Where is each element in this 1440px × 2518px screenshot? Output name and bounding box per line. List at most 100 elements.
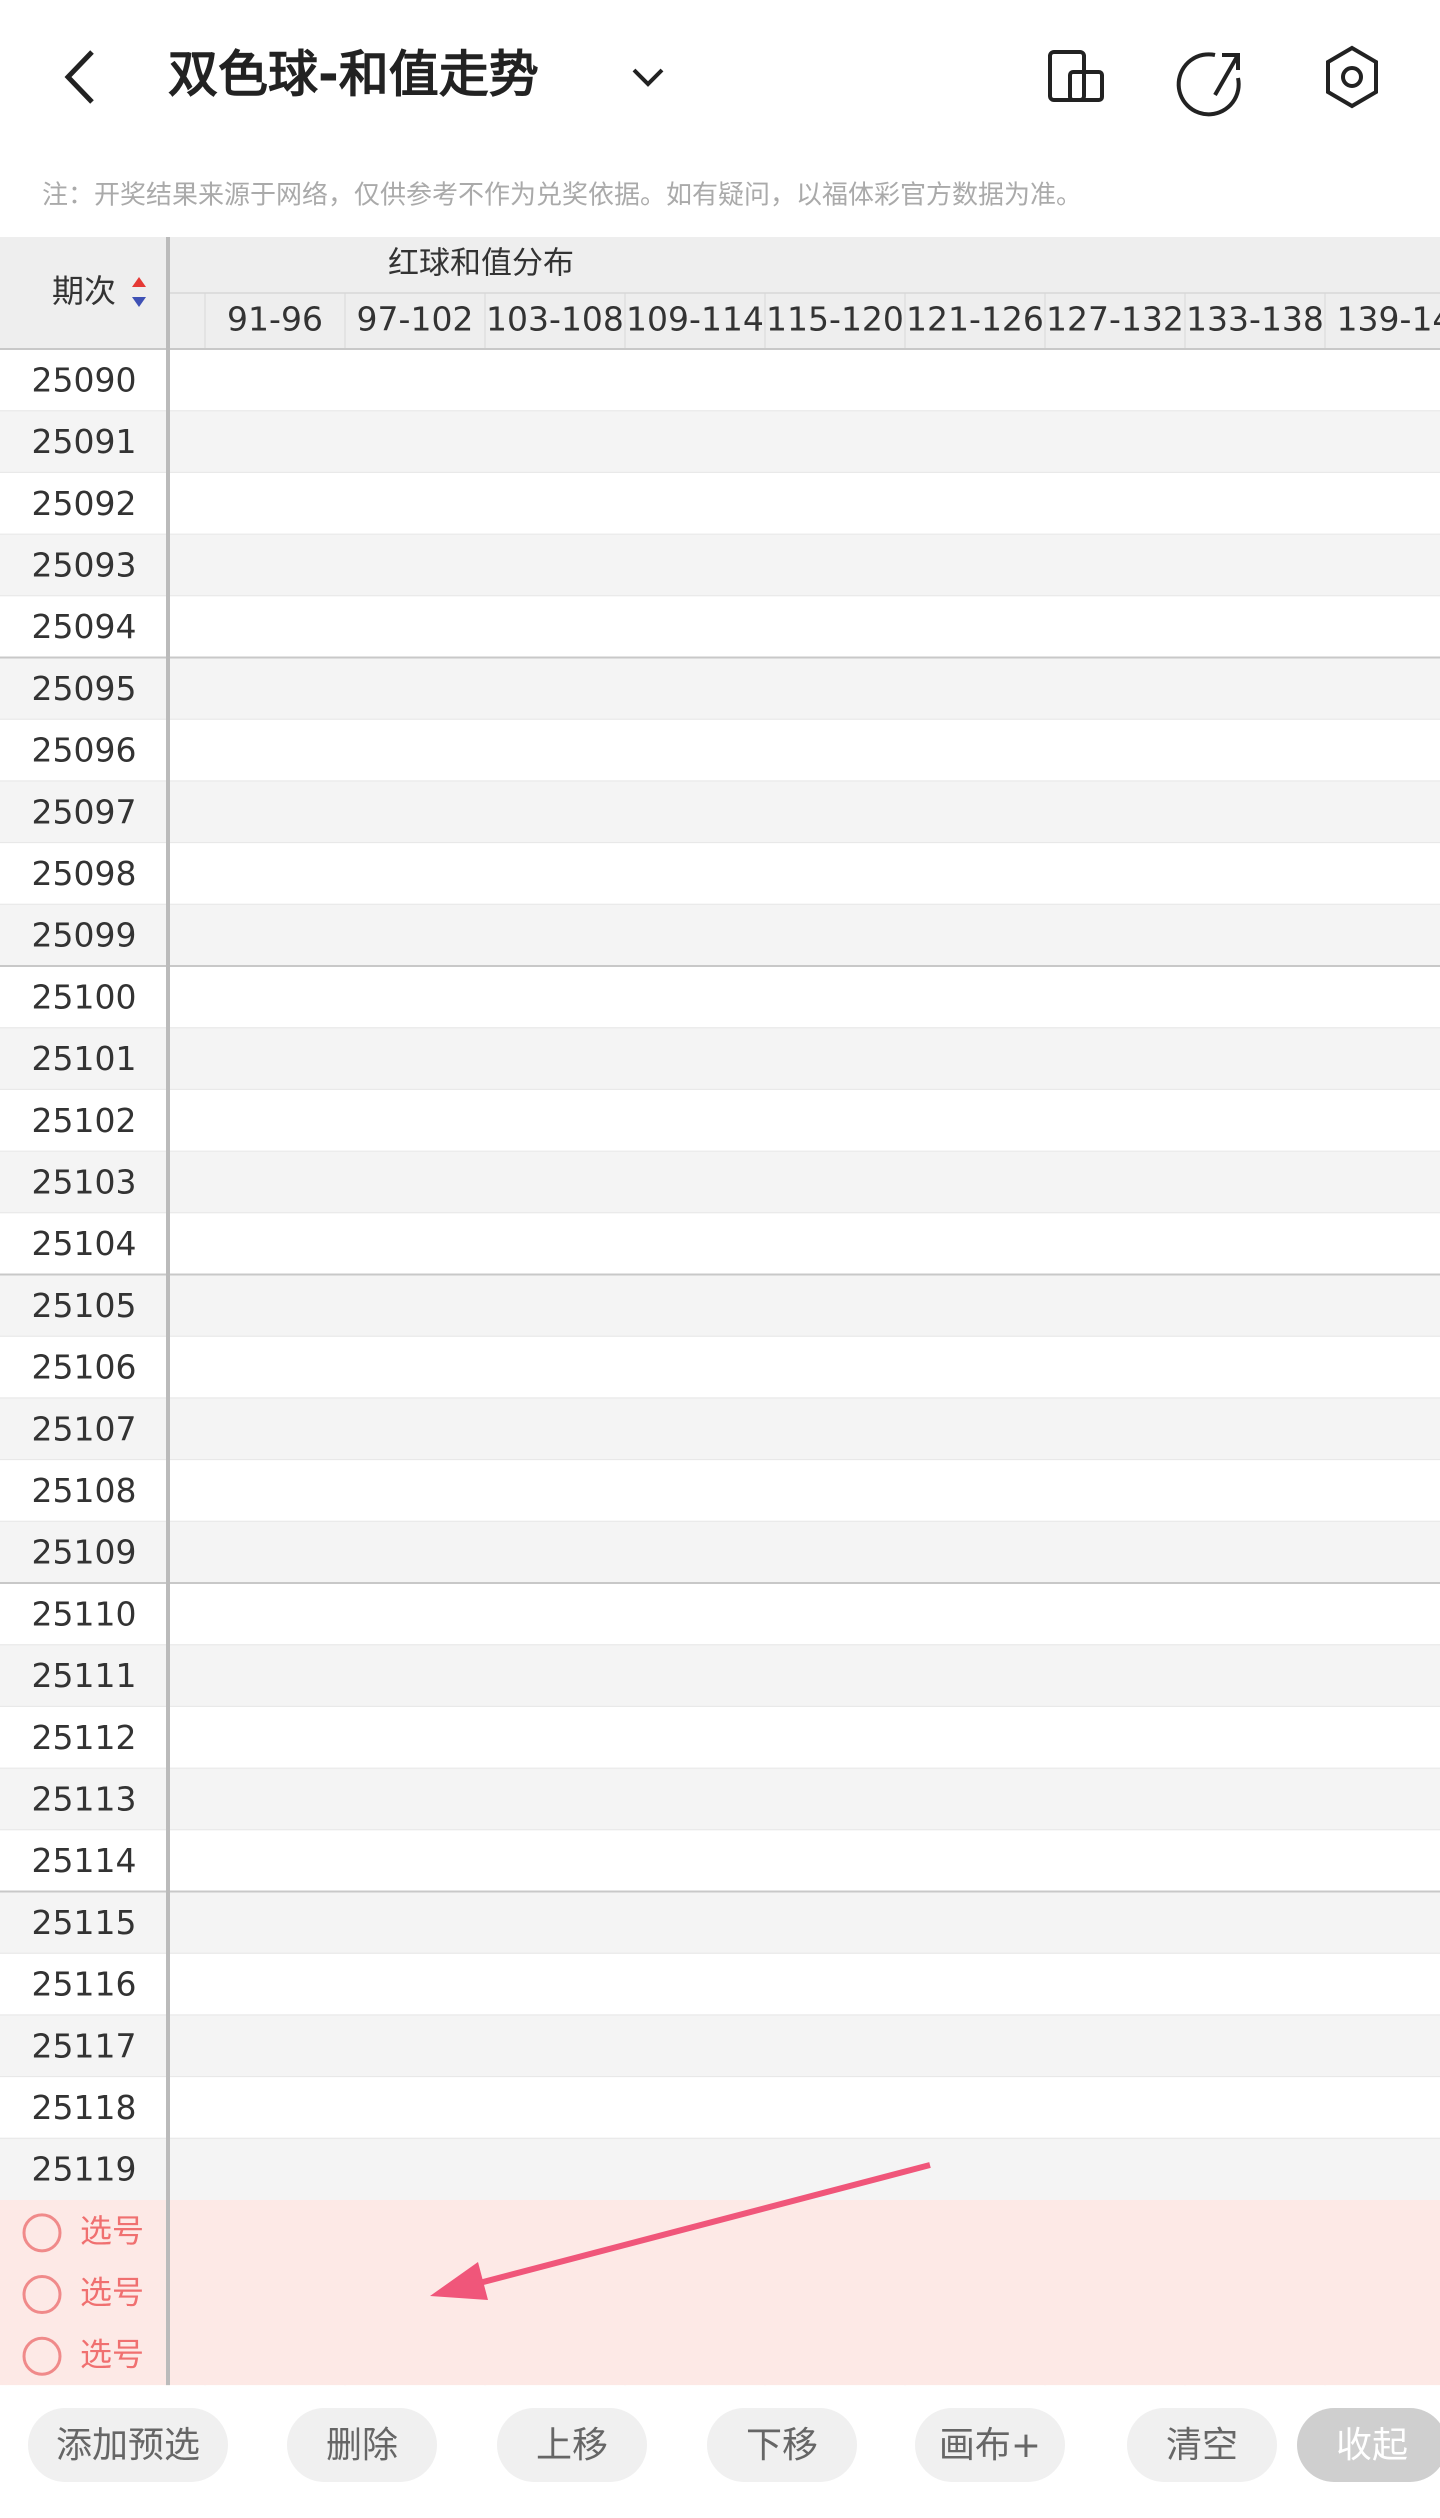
table: 期次 红球和值分布 91-96 97-102 103-108 109-114 115-120… bbox=[0, 237, 1440, 2386]
button-label[interactable]: 清空 bbox=[1166, 2425, 1238, 2466]
row-bg bbox=[0, 780, 1440, 843]
period: 25093 bbox=[32, 545, 137, 584]
row-bg bbox=[0, 1459, 1440, 1522]
period: 25109 bbox=[32, 1533, 137, 1572]
period: 25108 bbox=[32, 1471, 137, 1510]
row-bg bbox=[0, 1274, 1440, 1337]
sort-down[interactable] bbox=[132, 297, 146, 307]
button-bg[interactable] bbox=[1297, 2408, 1440, 2482]
row-bg bbox=[0, 1521, 1440, 1583]
note: 注：开奖结果来源于网络，仅供参考不作为兑奖依据。如有疑问，以福体彩官方数据为准。 bbox=[42, 181, 1082, 211]
period: 25115 bbox=[32, 1903, 137, 1942]
row-bg bbox=[0, 1027, 1440, 1090]
period: 25111 bbox=[32, 1656, 137, 1695]
button-label[interactable]: 收起 bbox=[1336, 2425, 1408, 2466]
period: 25117 bbox=[32, 2026, 137, 2065]
button-label[interactable]: 下移 bbox=[746, 2425, 818, 2466]
select-label[interactable]: 选号 bbox=[80, 2274, 144, 2312]
column-header: 97-102 bbox=[357, 300, 474, 339]
row-bg bbox=[0, 904, 1440, 966]
period: 25096 bbox=[32, 731, 137, 770]
row-bg bbox=[0, 410, 1440, 473]
icon-screen[interactable] bbox=[1048, 50, 1086, 102]
select-label[interactable]: 选号 bbox=[80, 2335, 144, 2373]
select-radio[interactable] bbox=[22, 2275, 62, 2315]
row-bg bbox=[0, 1706, 1440, 1769]
period: 25107 bbox=[32, 1409, 137, 1448]
period: 25105 bbox=[32, 1286, 137, 1325]
period: 25090 bbox=[32, 360, 137, 399]
period: 25094 bbox=[32, 607, 137, 646]
period: 25116 bbox=[32, 1965, 137, 2004]
period: 25097 bbox=[32, 792, 137, 831]
row-bg bbox=[0, 534, 1440, 596]
row-bg bbox=[0, 1397, 1440, 1460]
row-bg bbox=[0, 1829, 1440, 1892]
row-bg bbox=[0, 1151, 1440, 1213]
button-bg[interactable] bbox=[28, 2408, 228, 2482]
period: 25098 bbox=[32, 854, 137, 893]
row-bg bbox=[0, 1891, 1440, 1954]
row-bg bbox=[0, 2014, 1440, 2077]
column-header: 91-96 bbox=[227, 300, 323, 339]
button-bg[interactable] bbox=[497, 2408, 647, 2482]
column-header: 127-132 bbox=[1046, 300, 1184, 339]
row-bg bbox=[0, 349, 1440, 411]
button-bg[interactable] bbox=[707, 2408, 857, 2482]
period: 25118 bbox=[32, 2088, 137, 2127]
period: 25091 bbox=[32, 422, 137, 461]
annotation-arrow bbox=[444, 2162, 931, 2295]
row-bg bbox=[0, 1212, 1440, 1275]
button-label[interactable]: 添加预选 bbox=[56, 2425, 200, 2466]
page-title: 双色球-和值走势 bbox=[168, 46, 539, 104]
period: 25104 bbox=[32, 1224, 137, 1263]
row-bg bbox=[0, 472, 1440, 535]
annotation-arrowhead bbox=[430, 2262, 488, 2300]
row-bg bbox=[0, 842, 1440, 905]
period: 25095 bbox=[32, 669, 137, 708]
button-bg[interactable] bbox=[915, 2408, 1065, 2482]
icon-share[interactable] bbox=[1176, 52, 1241, 117]
period: 25112 bbox=[32, 1718, 137, 1757]
row-bg bbox=[0, 657, 1440, 720]
period: 25092 bbox=[32, 484, 137, 523]
row-bg bbox=[0, 1768, 1440, 1830]
select-label[interactable]: 选号 bbox=[80, 2212, 144, 2250]
period: 25119 bbox=[32, 2150, 137, 2189]
row-bg bbox=[0, 966, 1440, 1028]
button-label[interactable]: 画布+ bbox=[939, 2425, 1041, 2466]
row-bg bbox=[0, 1336, 1440, 1398]
column-header: 109-114 bbox=[626, 300, 764, 339]
icon-settings[interactable] bbox=[1326, 45, 1378, 109]
row-bg bbox=[0, 1089, 1440, 1152]
row-bg bbox=[0, 1583, 1440, 1645]
select-radio[interactable] bbox=[22, 2336, 62, 2376]
column-header: 133-138 bbox=[1186, 300, 1324, 339]
period: 25100 bbox=[32, 977, 137, 1016]
sort-up[interactable] bbox=[132, 277, 146, 287]
select-radio[interactable] bbox=[22, 2213, 62, 2253]
period: 25099 bbox=[32, 916, 137, 955]
period: 25110 bbox=[32, 1594, 137, 1633]
period: 25101 bbox=[32, 1039, 137, 1078]
period: 25102 bbox=[32, 1101, 137, 1140]
column-header: 103-108 bbox=[486, 300, 624, 339]
row-bg bbox=[0, 2076, 1440, 2139]
period: 25114 bbox=[32, 1841, 137, 1880]
column-header: 139-14 bbox=[1337, 300, 1440, 339]
period: 25106 bbox=[32, 1348, 137, 1387]
button-bg[interactable] bbox=[287, 2408, 437, 2482]
row-bg bbox=[0, 2138, 1440, 2200]
period: 25103 bbox=[32, 1162, 137, 1201]
title-dropdown[interactable] bbox=[632, 68, 664, 87]
back-button[interactable] bbox=[64, 50, 94, 104]
row-bg bbox=[0, 595, 1440, 658]
row-bg bbox=[0, 1644, 1440, 1707]
button-label[interactable]: 删除 bbox=[326, 2425, 398, 2466]
period-header: 期次 bbox=[52, 272, 116, 310]
button-label[interactable]: 上移 bbox=[536, 2425, 608, 2466]
icon-screen-b bbox=[1068, 70, 1104, 102]
column-header: 115-120 bbox=[766, 300, 904, 339]
button-bg[interactable] bbox=[1127, 2408, 1277, 2482]
